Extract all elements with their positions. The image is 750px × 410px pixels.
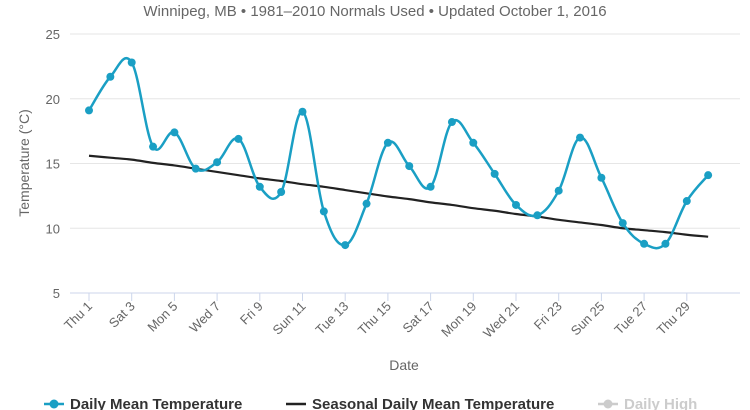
daily-mean-temperature-point[interactable]: [298, 107, 307, 116]
daily-mean-temperature-point[interactable]: [277, 187, 286, 196]
daily-mean-temperature-point[interactable]: [234, 134, 243, 143]
legend-marker-swatch: [603, 399, 613, 409]
daily-mean-temperature-point[interactable]: [447, 118, 456, 127]
legend-item[interactable]: Daily High: [598, 396, 697, 410]
daily-mean-temperature-point[interactable]: [319, 207, 328, 216]
daily-mean-temperature-point[interactable]: [255, 182, 264, 191]
y-axis-title: Temperature (°C): [16, 109, 32, 217]
daily-mean-temperature-point[interactable]: [469, 138, 478, 147]
y-tick-label: 20: [46, 92, 60, 107]
daily-mean-temperature-point[interactable]: [426, 182, 435, 191]
grid-lines: [70, 33, 740, 294]
legend-item[interactable]: Seasonal Daily Mean Temperature: [286, 396, 554, 410]
daily-mean-temperature-point[interactable]: [106, 72, 115, 81]
chart-subtitle: Winnipeg, MB • 1981–2010 Normals Used • …: [143, 3, 606, 20]
daily-mean-temperature-line: [87, 56, 710, 250]
daily-mean-temperature-point[interactable]: [554, 186, 563, 195]
x-tick-label: Sun 11: [270, 299, 309, 338]
x-tick-label: Thu 15: [355, 299, 394, 338]
daily-mean-temperature-point[interactable]: [704, 171, 713, 180]
daily-mean-temperature-point[interactable]: [85, 106, 93, 115]
legend-label: Daily Mean Temperature: [70, 396, 242, 410]
daily-mean-temperature-point[interactable]: [383, 138, 392, 147]
x-axis: Thu 1 Sat 3 Mon 5 Wed 7 Fri 9 Sun 11 Tue 13 Thu…: [61, 292, 740, 341]
legend-item[interactable]: Daily Mean Temperature: [44, 396, 242, 410]
x-tick-label: Tue 27: [611, 299, 650, 338]
y-tick-label: 15: [46, 157, 60, 172]
x-tick-label: Sat 3: [106, 299, 138, 331]
x-tick-label: Mon 19: [438, 299, 479, 340]
daily-mean-temperature-point[interactable]: [490, 169, 499, 178]
x-axis-title: Date: [389, 357, 419, 373]
daily-mean-temperature-point[interactable]: [682, 197, 691, 206]
x-tick-label: Thu 1: [61, 299, 95, 333]
daily-mean-temperature-point[interactable]: [362, 199, 371, 208]
legend-label: Daily High: [624, 396, 697, 410]
daily-mean-temperature-point[interactable]: [533, 211, 542, 220]
x-tick-label: Tue 13: [312, 299, 351, 338]
daily-mean-temperature-point[interactable]: [640, 239, 649, 248]
y-tick-label: 10: [46, 221, 60, 236]
daily-mean-temperature-point[interactable]: [661, 239, 670, 248]
daily-mean-temperature-point[interactable]: [191, 164, 200, 173]
x-tick-label: Wed 21: [480, 299, 522, 341]
y-axis-ticks: 5 10 15 20 25: [46, 27, 60, 301]
x-tick-label: Fri 9: [237, 299, 266, 328]
x-tick-label: Wed 7: [186, 299, 223, 336]
daily-mean-temperature-point[interactable]: [405, 162, 414, 171]
x-tick-label: Thu 29: [654, 299, 693, 338]
y-tick-label: 25: [46, 27, 60, 42]
y-tick-label: 5: [53, 286, 60, 301]
legend-marker-swatch: [49, 399, 59, 409]
daily-mean-temperature-point[interactable]: [597, 173, 606, 182]
daily-mean-temperature-point[interactable]: [618, 219, 627, 228]
x-tick-label: Sat 17: [400, 299, 437, 336]
daily-mean-temperature-point[interactable]: [512, 200, 520, 209]
daily-mean-temperature-point[interactable]: [170, 128, 179, 137]
daily-mean-temperature-point[interactable]: [576, 133, 585, 142]
daily-mean-temperature-point[interactable]: [341, 241, 350, 250]
x-tick-label: Fri 23: [531, 299, 565, 333]
legend-label: Seasonal Daily Mean Temperature: [312, 396, 554, 410]
daily-mean-temperature-point[interactable]: [149, 142, 158, 151]
legend: Daily Mean Temperature Seasonal Daily Mea…: [44, 396, 697, 410]
daily-mean-temperature-point[interactable]: [213, 158, 222, 167]
seasonal-daily-mean-temperature-line: [88, 154, 709, 238]
series-layer: [85, 56, 713, 250]
daily-mean-temperature-point[interactable]: [127, 58, 136, 67]
x-tick-label: Sun 25: [568, 299, 608, 339]
x-tick-label: Mon 5: [144, 299, 180, 335]
